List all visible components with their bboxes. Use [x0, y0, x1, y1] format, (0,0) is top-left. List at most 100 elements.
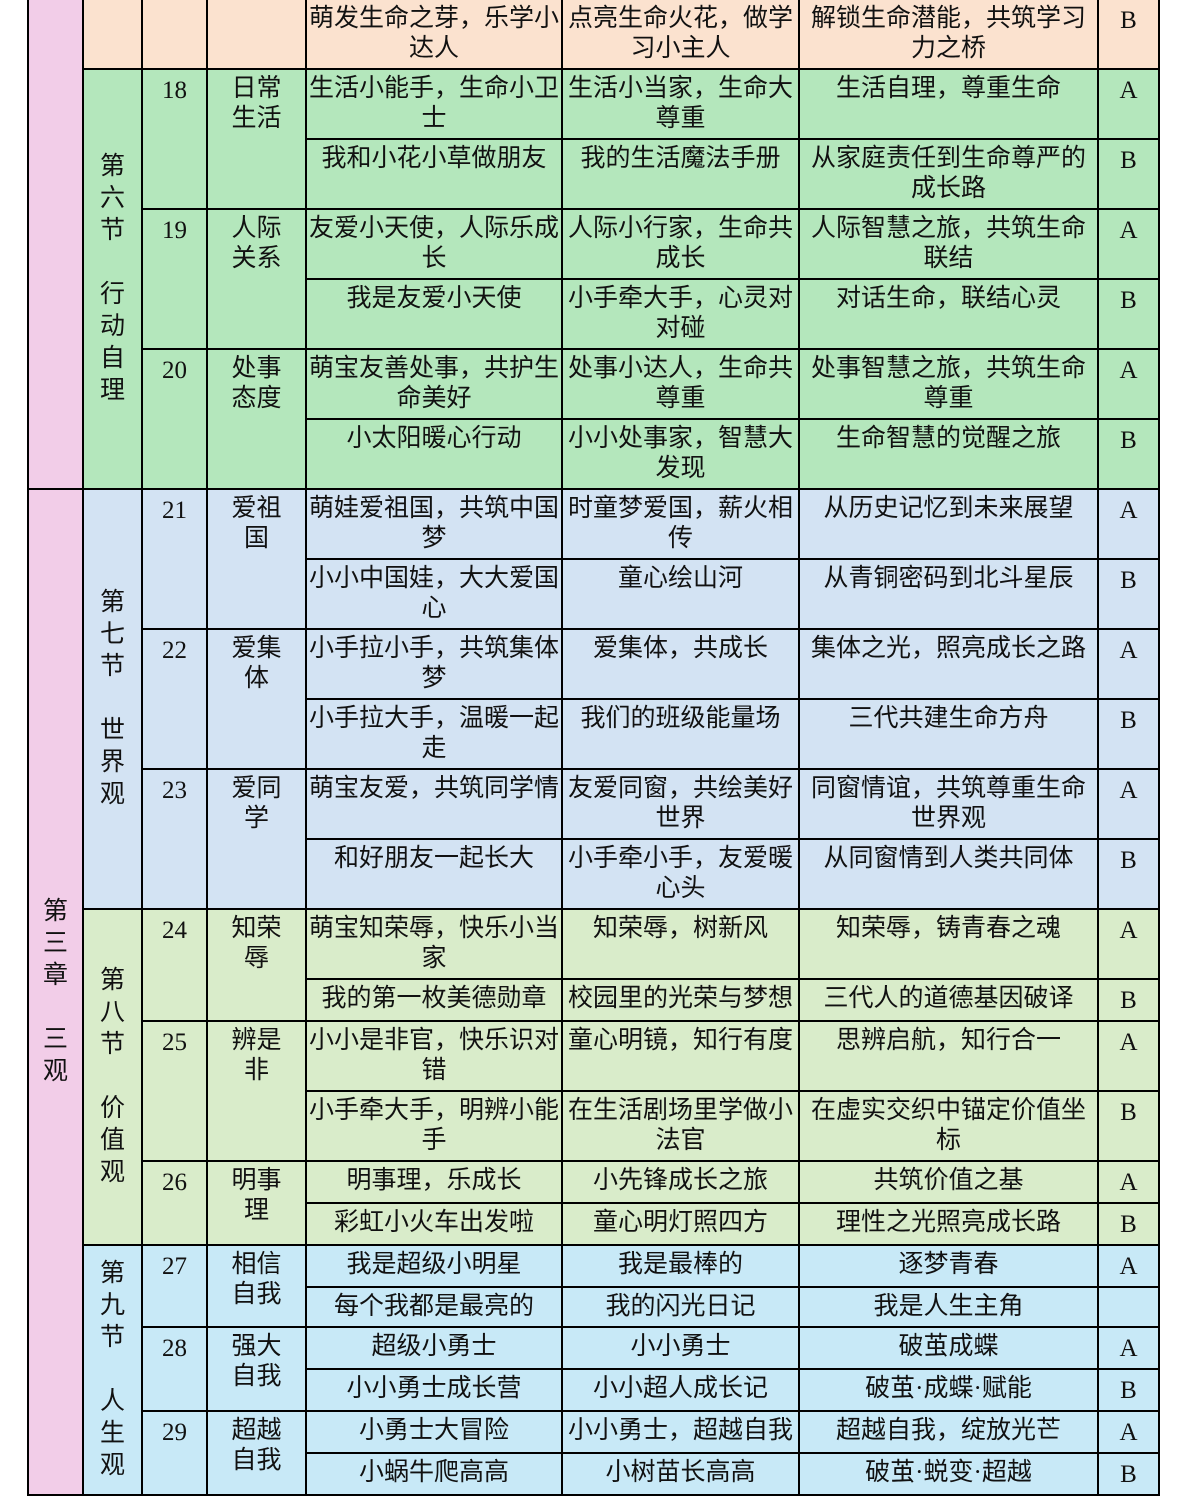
course3-cell: 处事智慧之旅，共筑生命尊重 [798, 348, 1099, 420]
course1-cell: 小小中国娃，大大爱国心 [305, 558, 563, 630]
course2-cell: 时童梦爱国，薪火相传 [561, 488, 800, 560]
grade-cell: A [1097, 348, 1160, 420]
course1-cell: 小手拉小手，共筑集体梦 [305, 628, 563, 700]
grade-cell: A [1097, 488, 1160, 560]
vertical-label: 第八节价值观 [99, 967, 125, 1186]
grade-cell: B [1097, 418, 1160, 490]
category-cell: 人际关系 [206, 208, 307, 350]
course2-cell: 小手牵大手，心灵对对碰 [561, 278, 800, 350]
grade-cell: A [1097, 1160, 1160, 1204]
course1-cell: 小小是非官，快乐识对错 [305, 1020, 563, 1092]
course2-cell: 知荣辱，树新风 [561, 908, 800, 980]
course1-cell: 小手拉大手，温暖一起走 [305, 698, 563, 770]
category-cell: 日常生活 [206, 68, 307, 210]
course3-cell: 生活自理，尊重生命 [798, 68, 1099, 140]
course2-cell: 人际小行家，生命共成长 [561, 208, 800, 280]
course1-cell: 友爱小天使，人际乐成长 [305, 208, 563, 280]
lesson-number-cell: 21 [141, 488, 208, 630]
course3-cell: 同窗情谊，共筑尊重生命世界观 [798, 768, 1099, 840]
course3-cell: 破茧成蝶 [798, 1326, 1099, 1370]
course1-cell: 我是超级小明星 [305, 1244, 563, 1288]
course1-cell: 萌宝友爱，共筑同学情 [305, 768, 563, 840]
course2-cell: 小小勇士 [561, 1326, 800, 1370]
course3-cell: 从同窗情到人类共同体 [798, 838, 1099, 910]
course3-cell: 思辨启航，知行合一 [798, 1020, 1099, 1092]
curriculum-table: 萌发生命之芽，乐学小达人 点亮生命火花，做学习小主人 解锁生命潜能，共筑学习力之桥 B… [27, 0, 1160, 1496]
course3-cell: 人际智慧之旅，共筑生命联结 [798, 208, 1099, 280]
course2-cell: 点亮生命火花，做学习小主人 [561, 0, 800, 70]
course1-cell: 生活小能手，生命小卫士 [305, 68, 563, 140]
course1-cell: 小蜗牛爬高高 [305, 1452, 563, 1496]
course3-cell: 从青铜密码到北斗星辰 [798, 558, 1099, 630]
course1-cell: 每个我都是最亮的 [305, 1286, 563, 1328]
lesson-number-cell: 23 [141, 768, 208, 910]
grade-cell: A [1097, 628, 1160, 700]
category-cell: 知荣辱 [206, 908, 307, 1022]
lesson-number-cell: 24 [141, 908, 208, 1022]
course1-cell: 我和小花小草做朋友 [305, 138, 563, 210]
course2-cell: 我们的班级能量场 [561, 698, 800, 770]
course1-cell: 小太阳暖心行动 [305, 418, 563, 490]
section-header-cell: 第八节价值观 [82, 908, 143, 1246]
grade-cell: A [1097, 1410, 1160, 1454]
course1-cell: 和好朋友一起长大 [305, 838, 563, 910]
grade-cell: B [1097, 838, 1160, 910]
section-header-cell: 第九节人生观 [82, 1244, 143, 1496]
course1-cell: 小手牵大手，明辨小能手 [305, 1090, 563, 1162]
category-cell: 超越自我 [206, 1410, 307, 1496]
lesson-number-cell: 26 [141, 1160, 208, 1246]
course2-cell: 在生活剧场里学做小法官 [561, 1090, 800, 1162]
course3-cell: 在虚实交织中锚定价值坐标 [798, 1090, 1099, 1162]
vertical-label: 第七节世界观 [99, 589, 125, 808]
course3-cell: 生命智慧的觉醒之旅 [798, 418, 1099, 490]
category-cell: 爱祖国 [206, 488, 307, 630]
course1-cell: 超级小勇士 [305, 1326, 563, 1370]
course1-cell: 萌娃爱祖国，共筑中国梦 [305, 488, 563, 560]
grade-cell: A [1097, 1326, 1160, 1370]
section-cell-carryover [82, 0, 143, 70]
course1-cell: 我的第一枚美德勋章 [305, 978, 563, 1022]
lesson-number-cell: 18 [141, 68, 208, 210]
grade-cell: B [1097, 1452, 1160, 1496]
grade-cell: B [1097, 698, 1160, 770]
lesson-number-cell-carryover [141, 0, 208, 70]
lesson-number-cell: 19 [141, 208, 208, 350]
category-cell: 辨是非 [206, 1020, 307, 1162]
vertical-label: 第九节人生观 [99, 1260, 125, 1479]
grade-cell: A [1097, 1020, 1160, 1092]
course2-cell: 小先锋成长之旅 [561, 1160, 800, 1204]
course1-cell: 萌宝友善处事，共护生命美好 [305, 348, 563, 420]
course2-cell: 小小勇士，超越自我 [561, 1410, 800, 1454]
course2-cell: 校园里的光荣与梦想 [561, 978, 800, 1022]
course1-cell: 小勇士大冒险 [305, 1410, 563, 1454]
lesson-number-cell: 22 [141, 628, 208, 770]
curriculum-table-wrapper: 萌发生命之芽，乐学小达人 点亮生命火花，做学习小主人 解锁生命潜能，共筑学习力之桥 B… [27, 0, 1160, 1496]
section-header-cell: 第七节世界观 [82, 488, 143, 910]
grade-cell: A [1097, 208, 1160, 280]
category-cell: 明事理 [206, 1160, 307, 1246]
grade-cell: B [1097, 278, 1160, 350]
grade-cell [1097, 1286, 1160, 1328]
course3-cell: 破茧·蜕变·超越 [798, 1452, 1099, 1496]
lesson-number-cell: 20 [141, 348, 208, 490]
grade-cell: B [1097, 1368, 1160, 1412]
course1-cell: 萌发生命之芽，乐学小达人 [305, 0, 563, 70]
chapter-cell-top [27, 0, 84, 490]
course2-cell: 爱集体，共成长 [561, 628, 800, 700]
grade-cell: B [1097, 558, 1160, 630]
course1-cell: 萌宝知荣辱，快乐小当家 [305, 908, 563, 980]
section-header-cell: 第六节行动自理 [82, 68, 143, 490]
category-cell: 爱同学 [206, 768, 307, 910]
course3-cell: 共筑价值之基 [798, 1160, 1099, 1204]
course2-cell: 童心明灯照四方 [561, 1202, 800, 1246]
course3-cell: 三代人的道德基因破译 [798, 978, 1099, 1022]
grade-cell: B [1097, 0, 1160, 70]
category-cell-carryover [206, 0, 307, 70]
course1-cell: 明事理，乐成长 [305, 1160, 563, 1204]
vertical-label: 第六节行动自理 [99, 153, 125, 404]
category-cell: 处事态度 [206, 348, 307, 490]
course3-cell: 知荣辱，铸青春之魂 [798, 908, 1099, 980]
grade-cell: B [1097, 1202, 1160, 1246]
grade-cell: A [1097, 68, 1160, 140]
course3-cell: 三代共建生命方舟 [798, 698, 1099, 770]
